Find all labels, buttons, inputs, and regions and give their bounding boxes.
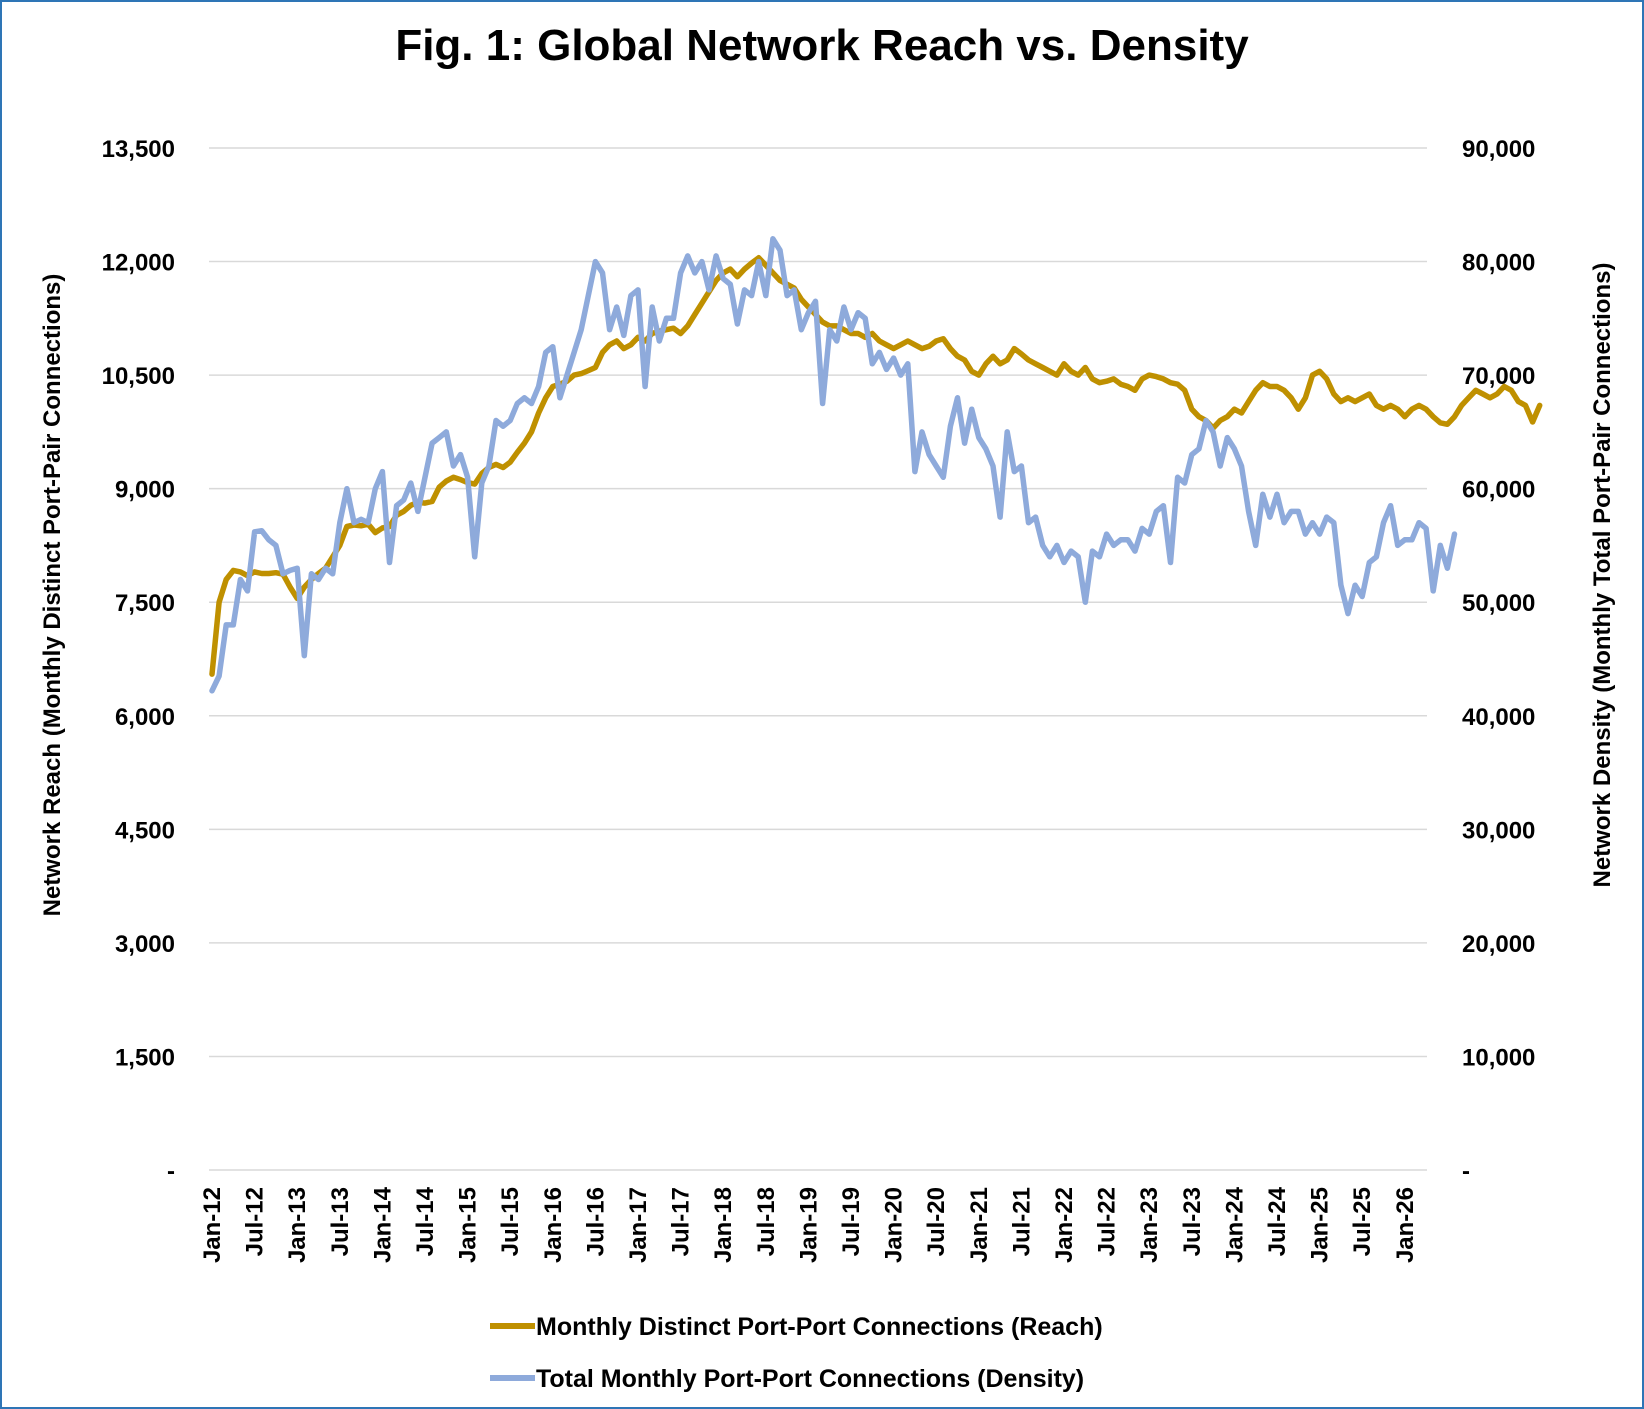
left-axis-ticks: - 1,500 3,000 4,500 6,000 7,500 9,000 10,500 12,…	[102, 136, 175, 1185]
legend: Monthly Distinct Port-Port Connections (…	[490, 1313, 1103, 1393]
left-tick-label: 3,000	[115, 931, 175, 958]
x-tick-label: Jul-12	[242, 1187, 269, 1256]
x-axis-ticks: Jan-12 Jul-12 Jan-13 Jul-13 Jan-14 Jul-14 Jan-…	[199, 1186, 1419, 1263]
left-tick-label: -	[167, 1158, 175, 1185]
x-tick-label: Jul-24	[1264, 1186, 1291, 1256]
x-tick-label: Jan-26	[1392, 1187, 1419, 1263]
x-tick-label: Jul-13	[327, 1187, 354, 1256]
gridlines	[209, 147, 1427, 1171]
right-tick-label: 40,000	[1462, 704, 1535, 731]
series-line-density	[209, 236, 1458, 694]
right-axis-title: Network Density (Monthly Total Port-Pair…	[1589, 263, 1616, 888]
left-tick-label: 10,500	[102, 363, 175, 390]
x-tick-label: Jan-14	[369, 1186, 396, 1263]
left-tick-label: 1,500	[115, 1044, 175, 1071]
series-line-reach	[209, 255, 1543, 677]
x-tick-label: Jan-18	[710, 1187, 737, 1263]
right-axis-ticks: - 10,000 20,000 30,000 40,000 50,000 60,000 70,…	[1462, 136, 1535, 1185]
x-tick-label: Jan-16	[540, 1187, 567, 1263]
x-tick-label: Jul-14	[412, 1186, 439, 1256]
chart-title: Fig. 1: Global Network Reach vs. Density	[395, 21, 1249, 70]
x-tick-label: Jan-13	[284, 1187, 311, 1263]
legend-label-density: Total Monthly Port-Port Connections (Den…	[536, 1365, 1084, 1393]
left-tick-label: 7,500	[115, 590, 175, 617]
x-tick-label: Jan-22	[1051, 1187, 1078, 1263]
x-tick-label: Jul-19	[838, 1187, 865, 1256]
left-axis-title: Network Reach (Monthly Distinct Port-Pai…	[39, 274, 66, 917]
x-tick-label: Jul-21	[1008, 1187, 1035, 1256]
right-tick-label: 10,000	[1462, 1044, 1535, 1071]
x-tick-label: Jan-19	[795, 1187, 822, 1263]
left-tick-label: 4,500	[115, 817, 175, 844]
right-tick-label: -	[1462, 1158, 1470, 1185]
x-tick-label: Jul-16	[582, 1187, 609, 1256]
x-tick-label: Jul-20	[923, 1187, 950, 1256]
right-tick-label: 80,000	[1462, 250, 1535, 277]
x-tick-label: Jan-20	[881, 1187, 908, 1263]
x-tick-label: Jul-15	[497, 1187, 524, 1256]
right-tick-label: 50,000	[1462, 590, 1535, 617]
x-tick-label: Jul-17	[668, 1187, 695, 1256]
right-tick-label: 60,000	[1462, 477, 1535, 504]
x-tick-label: Jan-17	[625, 1187, 652, 1263]
x-tick-label: Jul-25	[1349, 1187, 1376, 1256]
x-tick-label: Jan-12	[199, 1187, 226, 1263]
x-tick-label: Jan-24	[1221, 1186, 1248, 1263]
right-tick-label: 20,000	[1462, 931, 1535, 958]
x-tick-label: Jan-23	[1136, 1187, 1163, 1263]
left-tick-label: 13,500	[102, 136, 175, 163]
right-tick-label: 90,000	[1462, 136, 1535, 163]
x-tick-label: Jan-25	[1307, 1187, 1334, 1263]
series-lines	[209, 236, 1543, 694]
left-tick-label: 6,000	[115, 704, 175, 731]
left-tick-label: 9,000	[115, 477, 175, 504]
left-tick-label: 12,000	[102, 250, 175, 277]
x-tick-label: Jan-15	[455, 1187, 482, 1263]
right-tick-label: 30,000	[1462, 817, 1535, 844]
x-tick-label: Jul-23	[1179, 1187, 1206, 1256]
x-tick-label: Jul-22	[1094, 1187, 1121, 1256]
right-tick-label: 70,000	[1462, 363, 1535, 390]
x-tick-label: Jan-21	[966, 1187, 993, 1263]
legend-label-reach: Monthly Distinct Port-Port Connections (…	[536, 1313, 1103, 1341]
x-tick-label: Jul-18	[753, 1187, 780, 1256]
